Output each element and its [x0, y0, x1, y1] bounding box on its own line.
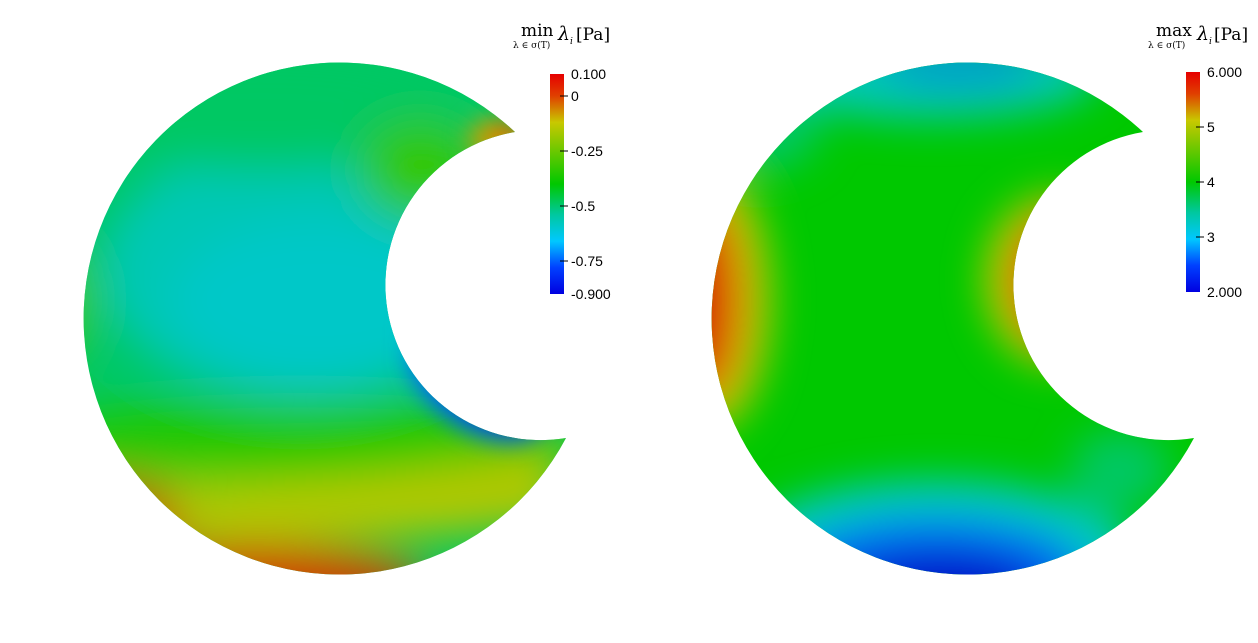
max-colorbar-title-subscript: λ ∈ σ(T) — [1148, 40, 1185, 51]
min-colorbar-tick-label: -0.900 — [571, 286, 611, 302]
min-colorbar-title-lambda: λi — [557, 23, 573, 47]
min-colorbar-tick-label: -0.25 — [571, 143, 603, 159]
max-eigenvalue-field — [711, 62, 1194, 575]
max-colorbar-tick-label: 3 — [1207, 229, 1215, 245]
min-eigenvalue-field — [83, 62, 566, 575]
max-colorbar-unit: [Pa] — [1214, 25, 1248, 45]
min-colorbar-ticks: 0.100 0 -0.25 -0.5 -0.75 -0.900 — [560, 66, 611, 302]
max-colorbar: max λ ∈ σ(T) λi [Pa] 6.000 5 4 3 2.000 — [1148, 21, 1248, 300]
min-colorbar-tick-label: -0.5 — [571, 198, 595, 214]
max-colorbar-tick-label: 6.000 — [1207, 64, 1242, 80]
min-colorbar: min λ ∈ σ(T) λi [Pa] 0.100 0 -0.25 -0.5 -0.7… — [513, 21, 611, 302]
max-colorbar-tick-label: 5 — [1207, 119, 1215, 135]
max-colorbar-title-lambda: λi — [1196, 23, 1212, 47]
min-colorbar-unit: [Pa] — [576, 25, 610, 45]
max-colorbar-ticks: 6.000 5 4 3 2.000 — [1196, 64, 1242, 300]
min-colorbar-tick-label: -0.75 — [571, 253, 603, 269]
min-colorbar-title: min — [521, 21, 554, 41]
min-colorbar-title-subscript: λ ∈ σ(T) — [513, 40, 550, 51]
min-colorbar-tick-label: 0.100 — [571, 66, 606, 82]
min-colorbar-tick-label: 0 — [571, 88, 579, 104]
max-colorbar-tick-label: 4 — [1207, 174, 1215, 190]
max-colorbar-tick-label: 2.000 — [1207, 284, 1242, 300]
max-colorbar-title: max — [1156, 21, 1192, 41]
min-colorbar-gradient — [550, 74, 564, 294]
